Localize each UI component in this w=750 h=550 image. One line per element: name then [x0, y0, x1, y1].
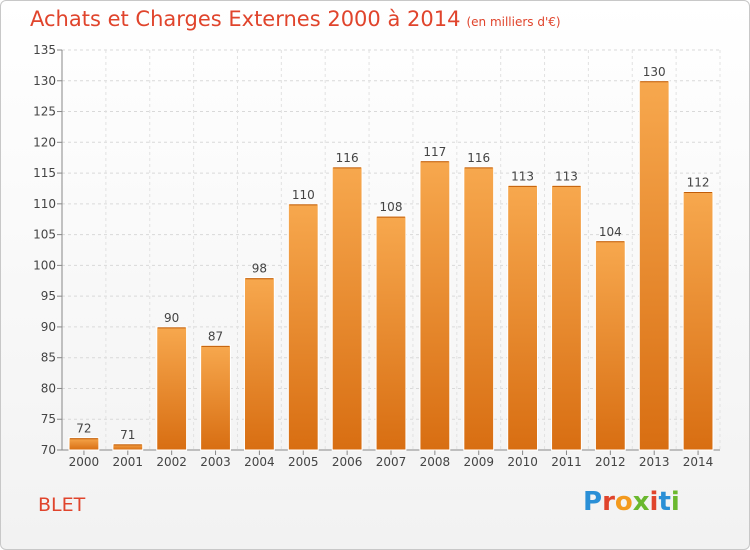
bar-2000 — [68, 437, 100, 451]
logo-letter: i — [649, 487, 659, 517]
chart-title: Achats et Charges Externes 2000 à 2014 (e… — [30, 7, 561, 31]
chart-subtitle: (en milliers d'€) — [466, 15, 561, 29]
logo-letter: x — [632, 487, 650, 517]
x-tick-label: 2007 — [376, 455, 407, 469]
x-tick-label: 2004 — [244, 455, 275, 469]
bar-value-label: 116 — [467, 151, 490, 165]
bar-2011 — [551, 184, 582, 451]
y-tick-label: 70 — [41, 443, 56, 457]
bar-value-label: 112 — [687, 176, 710, 190]
y-tick-label: 90 — [41, 320, 56, 334]
bar-value-label: 110 — [292, 188, 315, 202]
x-tick-label: 2005 — [288, 455, 319, 469]
x-tick-label: 2014 — [683, 455, 714, 469]
bar-2004 — [243, 277, 275, 451]
y-tick-label: 130 — [33, 74, 56, 88]
y-tick-label: 75 — [41, 412, 56, 426]
bar-value-label: 113 — [555, 169, 578, 183]
bar-value-label: 117 — [423, 145, 446, 159]
y-tick-label: 120 — [33, 135, 56, 149]
x-tick-label: 2010 — [507, 455, 538, 469]
y-tick-label: 105 — [33, 228, 56, 242]
bar-2003 — [200, 344, 231, 451]
bar-2014 — [682, 191, 714, 451]
y-tick-label: 85 — [41, 351, 56, 365]
bar-value-label: 71 — [120, 428, 135, 442]
bar-value-label: 130 — [643, 65, 666, 79]
bar-2005 — [287, 203, 319, 451]
bar-value-label: 113 — [511, 169, 534, 183]
y-tick-label: 135 — [33, 43, 56, 57]
y-tick-label: 95 — [41, 289, 56, 303]
logo-letter: P — [583, 487, 603, 517]
labels: 70 75 80 85 90 95 100 105 110 115 120 125 130 135 72 20… — [33, 43, 713, 469]
logo-letter: i — [670, 487, 680, 517]
bar-2002 — [156, 326, 188, 451]
y-tick-label: 125 — [33, 105, 56, 119]
bar-2009 — [463, 166, 495, 451]
x-tick-label: 2003 — [200, 455, 231, 469]
bar-value-label: 98 — [252, 262, 267, 276]
bar-value-label: 87 — [208, 329, 223, 343]
logo-letter: o — [614, 487, 633, 517]
bar-value-label: 108 — [380, 200, 403, 214]
x-tick-label: 2013 — [639, 455, 670, 469]
bar-2012 — [594, 240, 626, 451]
bar-2010 — [507, 184, 539, 451]
proxiti-logo: Proxiti — [583, 487, 680, 517]
y-tick-label: 115 — [33, 166, 56, 180]
x-tick-label: 2000 — [69, 455, 100, 469]
logo-letter: r — [602, 487, 615, 517]
chart-title-text: Achats et Charges Externes 2000 à 2014 — [30, 7, 461, 31]
y-tick-label: 80 — [41, 381, 56, 395]
bar-2006 — [331, 166, 363, 451]
x-tick-label: 2002 — [156, 455, 187, 469]
bar-value-label: 72 — [76, 422, 91, 436]
bar-2008 — [419, 160, 451, 451]
x-tick-label: 2001 — [113, 455, 144, 469]
bar-2001 — [112, 443, 144, 451]
bars — [68, 80, 714, 451]
bar-value-label: 90 — [164, 311, 179, 325]
x-tick-label: 2009 — [463, 455, 494, 469]
commune-name: BLET — [38, 494, 86, 516]
bar-2013 — [638, 80, 670, 451]
y-tick-label: 100 — [33, 258, 56, 272]
bar-value-label: 116 — [336, 151, 359, 165]
bar-2007 — [375, 215, 407, 451]
x-tick-label: 2012 — [595, 455, 626, 469]
logo-letter: t — [658, 487, 671, 517]
x-tick-label: 2008 — [420, 455, 451, 469]
bar-value-label: 104 — [599, 225, 622, 239]
y-tick-label: 110 — [33, 197, 56, 211]
x-tick-label: 2011 — [551, 455, 582, 469]
x-tick-label: 2006 — [332, 455, 363, 469]
